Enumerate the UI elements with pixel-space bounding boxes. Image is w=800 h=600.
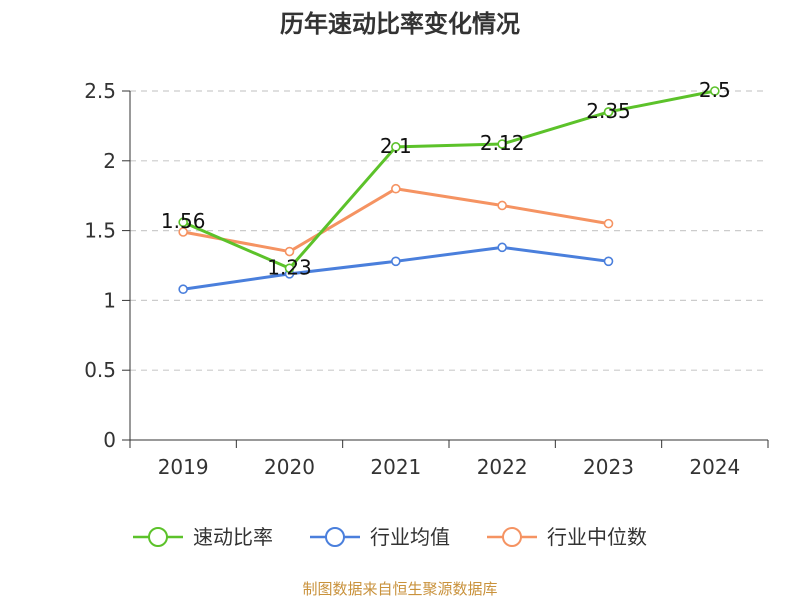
y-tick-label: 1 [103,288,116,312]
legend-marker [325,527,345,547]
data-point[interactable] [391,142,401,152]
data-label: 1.23 [267,255,312,279]
series-1 [178,242,614,295]
axes: 0 0.5 1 1.5 2 2.5 2019 2020 2021 2022 2023 2024 [84,79,769,479]
x-tick-label: 2019 [158,455,209,479]
data-point[interactable] [603,107,614,117]
legend-label: 行业中位数 [547,525,647,549]
source-note: 制图数据来自恒生聚源数据库 [302,580,497,598]
legend-marker [502,527,522,547]
data-point[interactable] [391,256,401,267]
data-point[interactable] [497,200,507,211]
y-tick-label: 1.5 [84,219,116,243]
data-labels: 1.56 1.23 2.1 2.12 2.35 2.5 [161,78,731,279]
legend-item-2[interactable]: 行业中位数 [487,525,647,549]
y-tick-label: 2.5 [84,79,116,103]
series-0 [178,86,720,274]
data-point[interactable] [710,86,720,96]
data-point[interactable] [391,183,401,194]
legend: 速动比率 行业均值 行业中位数 [133,525,647,549]
x-tick-label: 2021 [370,455,421,479]
data-label: 2.12 [480,131,525,155]
data-point[interactable] [178,284,188,295]
chart-title: 历年速动比率变化情况 [280,10,520,38]
data-label: 2.35 [586,99,631,123]
data-point[interactable] [603,218,614,229]
data-point[interactable] [178,227,188,237]
data-label: 1.56 [161,209,206,233]
x-tick-label: 2023 [583,455,634,479]
data-point[interactable] [497,139,507,149]
data-point[interactable] [284,246,295,257]
series-line [182,89,716,270]
y-tick-label: 0 [103,428,116,452]
x-tick-label: 2022 [477,455,528,479]
data-label: 2.5 [699,78,731,102]
y-tick-label: 0.5 [84,358,116,382]
y-tick-label: 2 [103,149,116,173]
x-tick-label: 2024 [689,455,740,479]
data-point[interactable] [284,263,295,274]
x-tick-label: 2020 [264,455,315,479]
series-2 [178,183,614,257]
legend-label: 行业均值 [370,525,450,549]
data-point[interactable] [497,242,507,253]
legend-marker [148,527,168,547]
legend-item-0[interactable]: 速动比率 [133,525,273,549]
series-line [182,187,609,254]
legend-item-1[interactable]: 行业均值 [310,525,450,549]
data-label: 2.1 [380,134,412,158]
data-point[interactable] [603,256,614,267]
gridlines [130,90,768,371]
series-line [182,245,609,291]
series-layer [178,86,720,295]
data-point[interactable] [178,217,188,228]
legend-label: 速动比率 [193,525,273,549]
